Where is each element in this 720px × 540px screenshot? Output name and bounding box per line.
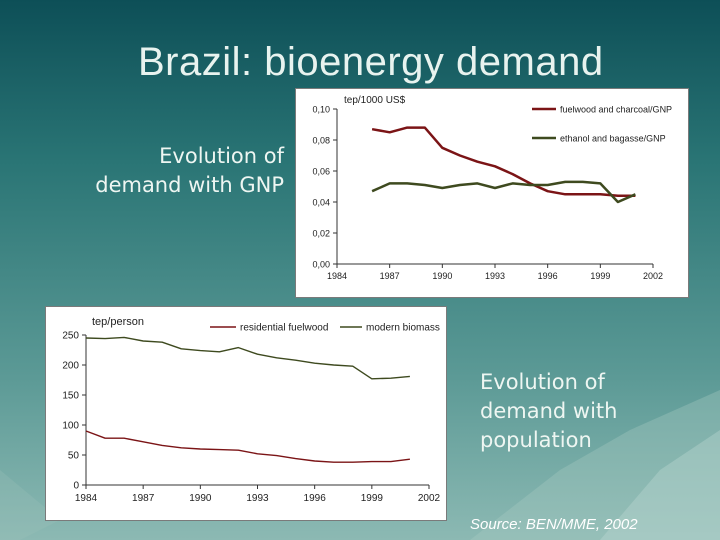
legend-label: fuelwood and charcoal/GNP: [560, 105, 672, 115]
x-tick-label: 2002: [418, 493, 441, 504]
caption-demand-population: Evolution of demand with population: [480, 368, 680, 455]
y-tick-label: 200: [62, 361, 79, 372]
x-tick-label: 1990: [189, 493, 212, 504]
x-tick-label: 1987: [380, 271, 400, 281]
caption-line: demand with GNP: [95, 173, 284, 197]
source-note: Source: BEN/MME, 2002: [470, 516, 638, 533]
y-axis-unit-label: tep/1000 US$: [344, 95, 406, 106]
legend-label: residential fuelwood: [240, 323, 328, 334]
x-tick-label: 1990: [432, 271, 452, 281]
y-tick-label: 0,02: [312, 229, 330, 239]
x-tick-label: 1993: [485, 271, 505, 281]
caption-line: demand with: [480, 399, 618, 423]
chart-demand-population-svg: 0 50 100 150 200 250 1984 1987 1990 1993 1996 1999 2…: [62, 316, 441, 504]
chart-demand-population: 0 50 100 150 200 250 1984 1987 1990 1993 1996 1999 2…: [45, 306, 447, 521]
y-tick-label: 0,00: [312, 260, 330, 270]
caption-line: Evolution of: [480, 370, 605, 394]
y-tick-label: 0,08: [312, 136, 330, 146]
background-wave-shape: [600, 430, 720, 540]
x-tick-label: 1993: [246, 493, 269, 504]
y-tick-label: 250: [62, 331, 79, 342]
series-line-fuelwood: [85, 430, 410, 463]
caption-demand-gnp: Evolution of demand with GNP: [54, 142, 284, 200]
background-wave-shape: [0, 470, 60, 540]
chart-demand-gnp: 0,00 0,02 0,04 0,06 0,08 0,10 1984 1987 1990 1993…: [295, 88, 689, 298]
x-tick-label: 1999: [590, 271, 610, 281]
x-tick-label: 1999: [361, 493, 384, 504]
y-tick-label: 0,10: [312, 105, 330, 115]
y-tick-label: 0,04: [312, 198, 330, 208]
y-tick-label: 100: [62, 421, 79, 432]
x-tick-label: 1984: [327, 271, 347, 281]
caption-line: Evolution of: [159, 144, 284, 168]
y-tick-label: 150: [62, 391, 79, 402]
y-tick-label: 50: [68, 451, 80, 462]
caption-line: population: [480, 428, 592, 452]
background-wave-shape: [470, 390, 720, 540]
series-line-biomass: [371, 180, 636, 204]
x-tick-label: 1987: [132, 493, 155, 504]
x-tick-label: 1996: [304, 493, 327, 504]
legend-label: ethanol and bagasse/GNP: [560, 134, 666, 144]
slide-title: Brazil: bioenergy demand: [138, 40, 604, 84]
x-tick-label: 1984: [75, 493, 98, 504]
x-tick-label: 1996: [538, 271, 558, 281]
series-line-biomass: [85, 336, 410, 380]
series-line-fuelwood: [371, 126, 636, 198]
legend-label: modern biomass: [366, 323, 440, 334]
y-axis-unit-label: tep/person: [92, 316, 144, 328]
y-tick-label: 0,06: [312, 167, 330, 177]
chart-demand-gnp-svg: 0,00 0,02 0,04 0,06 0,08 0,10 1984 1987 1990 1993…: [312, 95, 672, 281]
x-tick-label: 2002: [643, 271, 663, 281]
y-tick-label: 0: [73, 481, 79, 492]
